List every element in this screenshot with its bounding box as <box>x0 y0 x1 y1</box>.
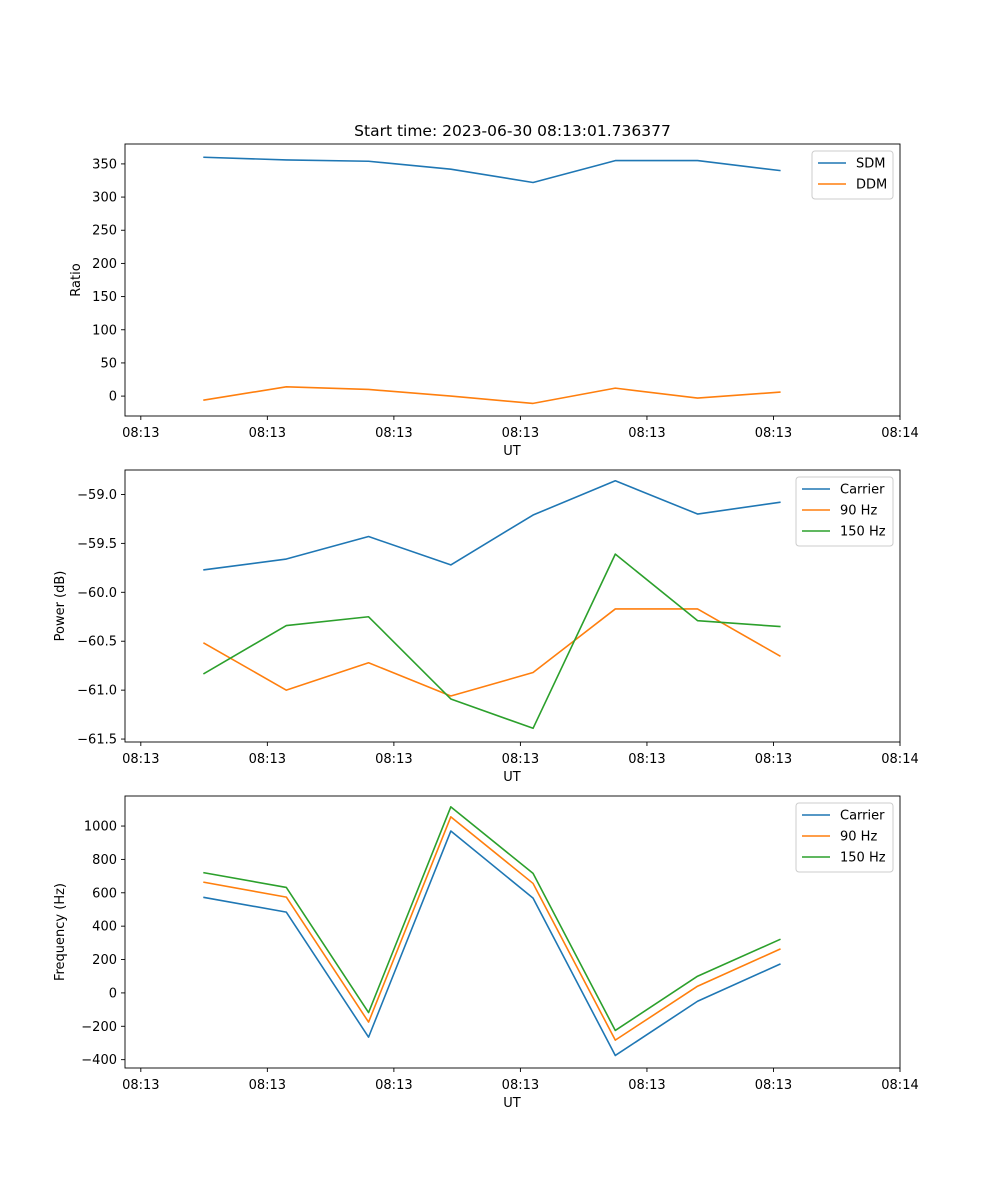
legend-label: 90 Hz <box>840 830 877 845</box>
x-tick-label: 08:13 <box>755 752 792 767</box>
axes-frame <box>124 469 901 743</box>
legend: Carrier 90 Hz 150 Hz <box>795 802 894 873</box>
x-tick-label: 08:13 <box>502 1078 539 1093</box>
chart-1: 08:13 08:13 08:13 08:13 08:13 08:13 08:14 0 50 10… <box>69 143 919 459</box>
y-tick-label: 350 <box>92 157 117 172</box>
x-tick-label: 08:13 <box>122 752 159 767</box>
y-tick-label: 50 <box>100 356 117 371</box>
y-tick-label: −59.0 <box>77 488 117 503</box>
x-tick-label: 08:13 <box>249 1078 286 1093</box>
legend-label: DDM <box>856 178 887 193</box>
x-axis-label: UT <box>503 444 521 459</box>
y-axis-label: Power (dB) <box>53 571 68 642</box>
y-tick-label: −59.5 <box>77 537 117 552</box>
legend-label: 150 Hz <box>840 851 886 866</box>
x-tick-label: 08:13 <box>122 1078 159 1093</box>
x-axis-label: UT <box>503 1096 521 1111</box>
y-tick-label: 400 <box>92 920 117 935</box>
x-tick-label: 08:13 <box>502 752 539 767</box>
x-tick-label: 08:13 <box>628 752 665 767</box>
y-tick-label: 600 <box>92 886 117 901</box>
y-tick-label: −61.5 <box>77 733 117 748</box>
y-tick-label: 0 <box>109 986 117 1001</box>
x-tick-label: 08:13 <box>249 752 286 767</box>
series-line-150-hz <box>203 806 781 1032</box>
x-tick-label: 08:13 <box>755 1078 792 1093</box>
x-axis-label: UT <box>503 770 521 785</box>
x-tick-label: 08:13 <box>628 426 665 441</box>
y-tick-label: 300 <box>92 191 117 206</box>
y-tick-label: 0 <box>109 390 117 405</box>
legend-label: Carrier <box>840 809 885 824</box>
x-tick-label: 08:13 <box>375 1078 412 1093</box>
series-line-90-hz <box>203 816 781 1041</box>
y-tick-label: −200 <box>81 1020 117 1035</box>
legend-label: SDM <box>856 157 885 172</box>
y-tick-label: −400 <box>81 1053 117 1068</box>
x-tick-label: 08:13 <box>502 426 539 441</box>
x-tick-label: 08:14 <box>881 1078 918 1093</box>
chart-2: 08:13 08:13 08:13 08:13 08:13 08:13 08:14 −61.5… <box>53 469 919 785</box>
chart-3: 08:13 08:13 08:13 08:13 08:13 08:13 08:14 −400 −… <box>53 795 919 1111</box>
x-tick-label: 08:13 <box>122 426 159 441</box>
legend: SDM DDM <box>811 150 894 200</box>
y-axis-label: Ratio <box>69 263 84 296</box>
series-line-carrier <box>203 830 781 1057</box>
x-tick-label: 08:13 <box>375 426 412 441</box>
figure-title: Start time: 2023-06-30 08:13:01.736377 <box>354 122 671 140</box>
legend-label: 90 Hz <box>840 504 877 519</box>
y-tick-label: −61.0 <box>77 684 117 699</box>
series-line-sdm <box>203 156 781 184</box>
y-tick-label: 150 <box>92 290 117 305</box>
legend-label: Carrier <box>840 483 885 498</box>
y-tick-label: 800 <box>92 853 117 868</box>
y-tick-label: −60.5 <box>77 635 117 650</box>
y-axis-label: Frequency (Hz) <box>53 883 68 981</box>
series-line-ddm <box>203 386 781 405</box>
x-tick-label: 08:14 <box>881 752 918 767</box>
x-tick-label: 08:13 <box>249 426 286 441</box>
series-line-150-hz <box>202 553 781 730</box>
series-line-carrier <box>203 479 781 571</box>
charts-group: 08:13 08:13 08:13 08:13 08:13 08:13 08:14 0 50 10… <box>53 143 919 1111</box>
x-tick-label: 08:14 <box>881 426 918 441</box>
y-tick-label: 200 <box>92 257 117 272</box>
y-tick-label: 200 <box>92 953 117 968</box>
axes-frame <box>124 143 901 417</box>
y-tick-label: 250 <box>92 224 117 239</box>
x-tick-label: 08:13 <box>755 426 792 441</box>
legend-label: 150 Hz <box>840 525 886 540</box>
x-tick-label: 08:13 <box>628 1078 665 1093</box>
y-tick-label: 1000 <box>84 820 117 835</box>
legend-box <box>795 476 894 547</box>
legend: Carrier 90 Hz 150 Hz <box>795 476 894 547</box>
x-tick-label: 08:13 <box>375 752 412 767</box>
axes-frame <box>124 795 901 1069</box>
legend-box <box>795 802 894 873</box>
y-tick-label: −60.0 <box>77 586 117 601</box>
y-tick-label: 100 <box>92 323 117 338</box>
